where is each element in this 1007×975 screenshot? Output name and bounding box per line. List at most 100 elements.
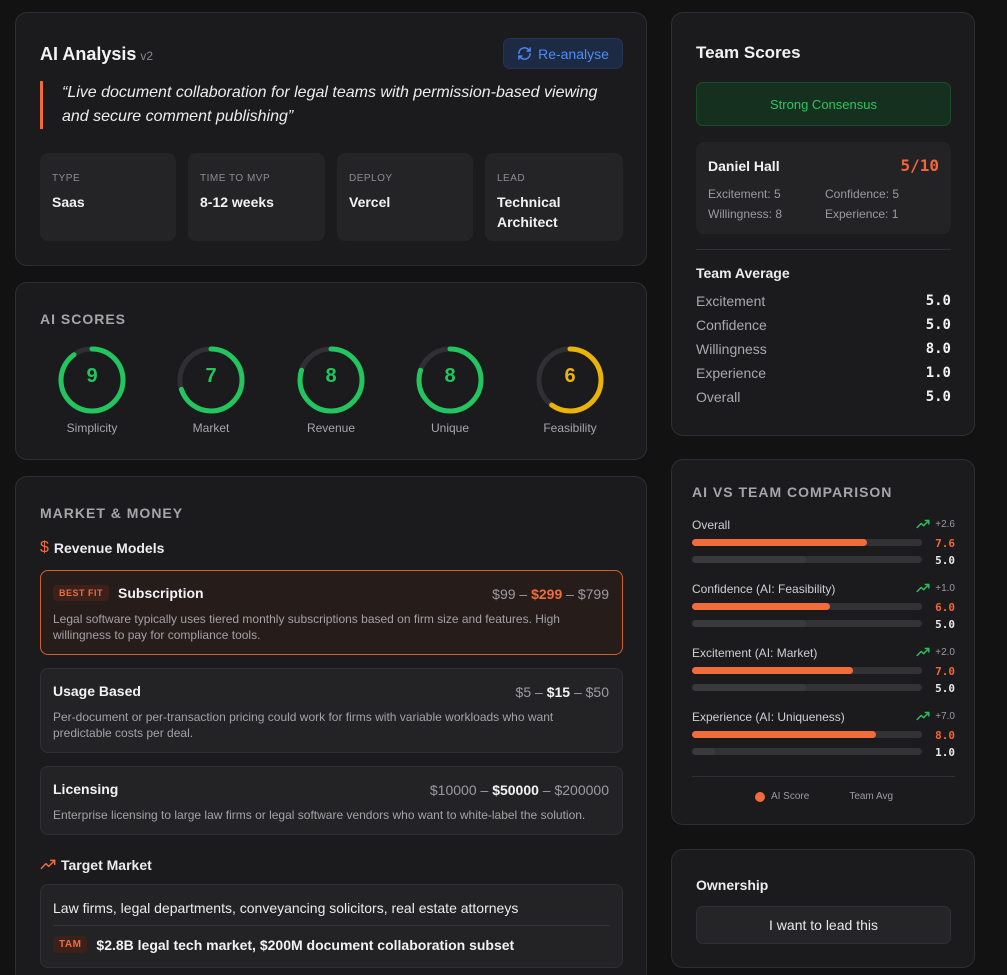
legend-ai-label: AI Score [770, 791, 810, 802]
score-gauge-market: 7 Market [156, 345, 266, 435]
comparison-delta: +7.0 [916, 710, 955, 722]
average-label: Confidence [696, 317, 767, 333]
gauge-label: Unique [430, 421, 470, 435]
stat-label: TYPE [52, 173, 81, 184]
revenue-model-usage-based[interactable]: Usage Based $5 – $15 – $50 Per-document … [40, 668, 623, 753]
team-bar-track [692, 620, 922, 627]
member-experience: Experience: 1 [825, 207, 899, 221]
gauge-score: 7 [205, 365, 217, 387]
average-value: 1.0 [925, 365, 951, 381]
ai-analysis-title-text: AI Analysis [40, 44, 137, 64]
team-bar-track [692, 684, 922, 691]
ai-value: 6.0 [935, 601, 955, 614]
ai-analysis-card: AI Analysis v2 Re-analyse “Live document … [15, 12, 647, 266]
gauge-ring [177, 346, 245, 414]
price-mid: $15 [546, 684, 571, 700]
revenue-model-description: Enterprise licensing to large law firms … [53, 808, 586, 822]
version-label: v2 [140, 49, 154, 63]
score-gauge-unique: 8 Unique [395, 345, 505, 435]
team-average-title: Team Average [696, 265, 790, 281]
gauge-fill [416, 346, 484, 414]
price-high: $799 [577, 586, 609, 602]
price-separator: – [573, 684, 582, 700]
stat-value: Vercel [349, 194, 391, 210]
score-gauge-feasibility: 6 Feasibility [515, 345, 625, 435]
re-analyse-label: Re-analyse [538, 45, 609, 62]
revenue-model-description: Legal software typically uses tiered mon… [53, 612, 560, 642]
legend-team: Team Avg [849, 791, 893, 802]
price-range: $5 – $15 – $50 [516, 684, 609, 700]
price-low: $5 [515, 684, 532, 700]
revenue-model-title: Subscription [118, 585, 204, 601]
revenue-models-title: Revenue Models [53, 540, 165, 556]
stat-deploy: DEPLOY Vercel [337, 153, 473, 241]
price-low: $10000 [429, 782, 477, 798]
delta-value: +1.0 [935, 582, 955, 594]
revenue-model-name: BEST FIT Subscription [53, 585, 204, 601]
refresh-icon [518, 47, 531, 60]
gauge-score: 6 [564, 365, 576, 387]
legend-team-label: Team Avg [849, 791, 894, 802]
gauge-label: Simplicity [66, 421, 118, 435]
team-bar-fill [692, 556, 807, 563]
consensus-badge: Strong Consensus [696, 82, 951, 126]
average-row-confidence: Confidence 5.0 [696, 317, 951, 333]
lead-this-button[interactable]: I want to lead this [696, 906, 951, 944]
member-confidence: Confidence: 5 [825, 187, 900, 201]
team-value: 5.0 [935, 618, 955, 631]
comparison-delta: +1.0 [916, 582, 955, 594]
revenue-model-title: Licensing [53, 781, 119, 797]
target-market-text: Law firms, legal departments, conveyanci… [53, 900, 519, 916]
comparison-label: Excitement (AI: Market) [692, 646, 818, 660]
ai-bar-track [692, 539, 922, 546]
ai-analysis-title: AI Analysis v2 [40, 44, 153, 65]
comparison-label: Confidence (AI: Feasibility) [692, 582, 836, 596]
revenue-model-description: Per-document or per-transaction pricing … [53, 710, 554, 740]
trending-up-icon [40, 859, 56, 870]
average-label: Willingness [696, 341, 767, 357]
gauge-fill [297, 346, 365, 414]
best-fit-badge: BEST FIT [53, 585, 109, 601]
team-value: 5.0 [935, 682, 955, 695]
stat-label: DEPLOY [349, 173, 393, 184]
team-value: 5.0 [935, 554, 955, 567]
gauge-label: Revenue [306, 421, 356, 435]
gauge-label: Feasibility [543, 421, 597, 435]
revenue-model-licensing[interactable]: Licensing $10000 – $50000 – $200000 Ente… [40, 766, 623, 835]
price-range: $10000 – $50000 – $200000 [430, 782, 609, 798]
ownership-title: Ownership [696, 877, 769, 893]
target-market-heading: Target Market [40, 857, 152, 873]
market-money-title: MARKET & MONEY [40, 505, 184, 521]
comparison-label: Experience (AI: Uniqueness) [692, 710, 845, 724]
revenue-models-heading: $ Revenue Models [40, 539, 164, 557]
team-value: 1.0 [935, 746, 955, 759]
target-market-title: Target Market [61, 857, 152, 873]
divider [53, 925, 610, 926]
average-row-experience: Experience 1.0 [696, 365, 951, 381]
ai-bar-fill [692, 667, 853, 674]
average-label: Excitement [696, 293, 766, 309]
team-bar-fill [692, 748, 715, 755]
divider [696, 249, 951, 250]
re-analyse-button[interactable]: Re-analyse [503, 38, 623, 69]
legend-dot [754, 791, 765, 802]
ai-scores-card: AI SCORES 9 Simplicity 7 Market 8 Revenue 8 Uni… [15, 282, 647, 460]
revenue-model-subscription[interactable]: BEST FIT Subscription $99 – $299 – $799 … [40, 570, 623, 655]
comparison-label: Overall [692, 518, 731, 532]
revenue-model-title: Usage Based [53, 683, 141, 699]
team-bar-track [692, 556, 922, 563]
team-bar-fill [692, 620, 807, 627]
comparison-row: Experience (AI: Uniqueness) +7.0 8.0 1.0 [692, 710, 955, 759]
average-value: 5.0 [925, 389, 951, 405]
score-gauge-simplicity: 9 Simplicity [37, 345, 147, 435]
average-value: 5.0 [925, 293, 951, 309]
member-score: 5/10 [900, 156, 939, 175]
ai-value: 7.0 [935, 665, 955, 678]
divider [692, 776, 955, 777]
price-separator: – [542, 782, 551, 798]
gauge-fill [58, 346, 126, 414]
stat-value: Technical Architect [497, 194, 561, 230]
ownership-card: Ownership I want to lead this [671, 849, 975, 968]
gauge-ring [297, 346, 365, 414]
price-separator: – [480, 782, 489, 798]
